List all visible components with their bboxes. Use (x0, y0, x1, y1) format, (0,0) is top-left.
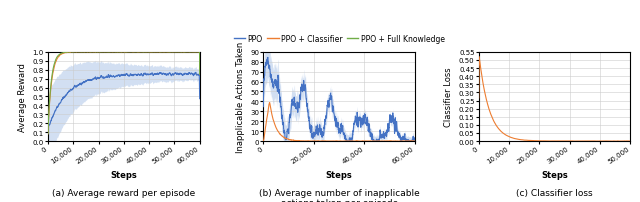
X-axis label: Steps: Steps (111, 170, 137, 179)
Text: (b) Average number of inapplicable
actions taken per episode: (b) Average number of inapplicable actio… (259, 188, 420, 202)
Y-axis label: Inapplicable Actions Taken: Inapplicable Actions Taken (236, 42, 244, 152)
Legend: PPO, PPO + Classifier, PPO + Full Knowledge: PPO, PPO + Classifier, PPO + Full Knowle… (230, 32, 448, 47)
Y-axis label: Classifier Loss: Classifier Loss (444, 67, 453, 127)
Text: (c) Classifier loss: (c) Classifier loss (516, 188, 593, 197)
X-axis label: Steps: Steps (541, 170, 568, 179)
X-axis label: Steps: Steps (326, 170, 353, 179)
Text: (a) Average reward per episode: (a) Average reward per episode (52, 188, 195, 197)
Y-axis label: Average Reward: Average Reward (18, 63, 27, 131)
